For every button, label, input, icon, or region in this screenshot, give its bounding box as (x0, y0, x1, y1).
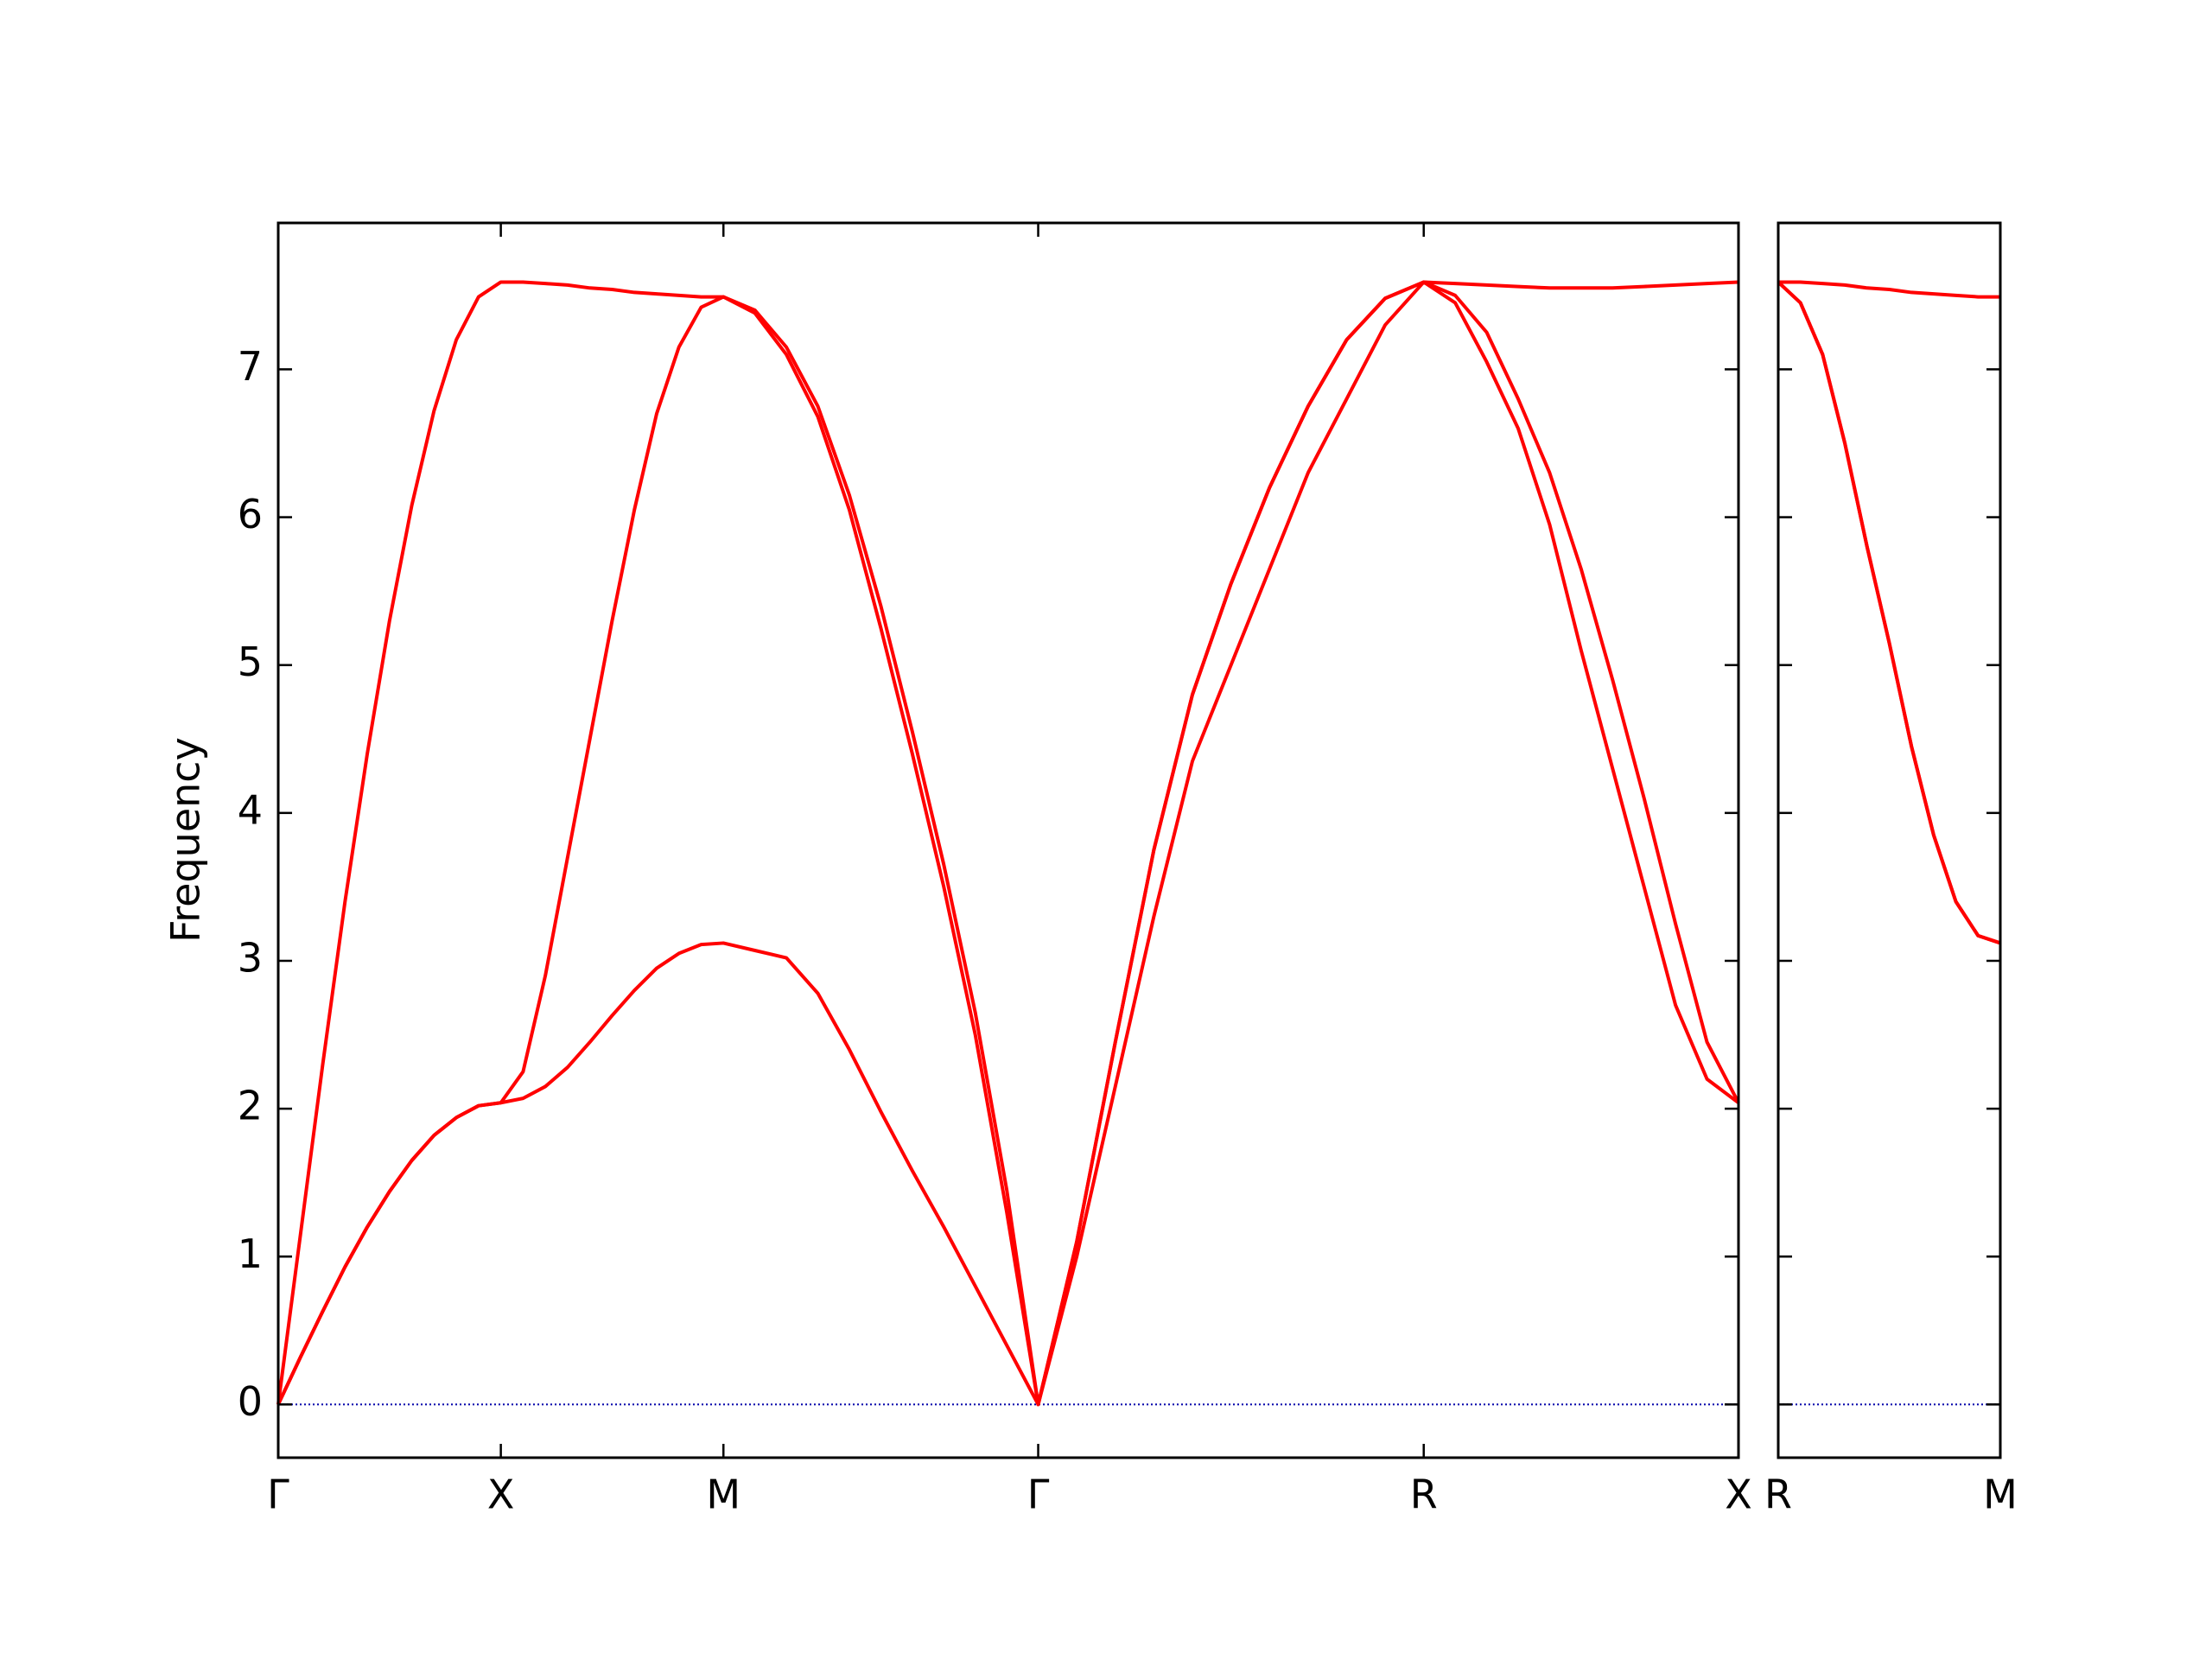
x-tick-label: X (1725, 1471, 1752, 1518)
y-tick-label: 2 (238, 1083, 263, 1129)
y-tick-label: 6 (238, 491, 263, 537)
y-tick-label: 5 (238, 639, 263, 685)
plot-frame (1777, 221, 2002, 1459)
band-line (1777, 280, 2001, 945)
band-line (276, 280, 1740, 1407)
y-tick-label: 1 (238, 1230, 263, 1277)
x-tick-label: M (706, 1471, 741, 1518)
y-tick-label: 7 (238, 343, 263, 390)
x-tick-label: M (1983, 1471, 2018, 1518)
x-tick-label: X (487, 1471, 515, 1518)
x-tick-label: R (1410, 1471, 1438, 1518)
x-tick-label: R (1764, 1471, 1792, 1518)
band-line (1777, 280, 2001, 945)
y-axis-label: Frequency (162, 737, 209, 943)
y-tick-label: 3 (238, 934, 263, 981)
band-line (1778, 280, 2000, 299)
band-line (276, 280, 1740, 1407)
plot-frame (276, 221, 1740, 1459)
x-tick-label: Γ (267, 1471, 289, 1518)
band-line (276, 280, 1739, 1407)
y-tick-label: 0 (238, 1378, 263, 1425)
y-tick-label: 4 (238, 786, 263, 833)
x-tick-label: Γ (1027, 1471, 1050, 1518)
